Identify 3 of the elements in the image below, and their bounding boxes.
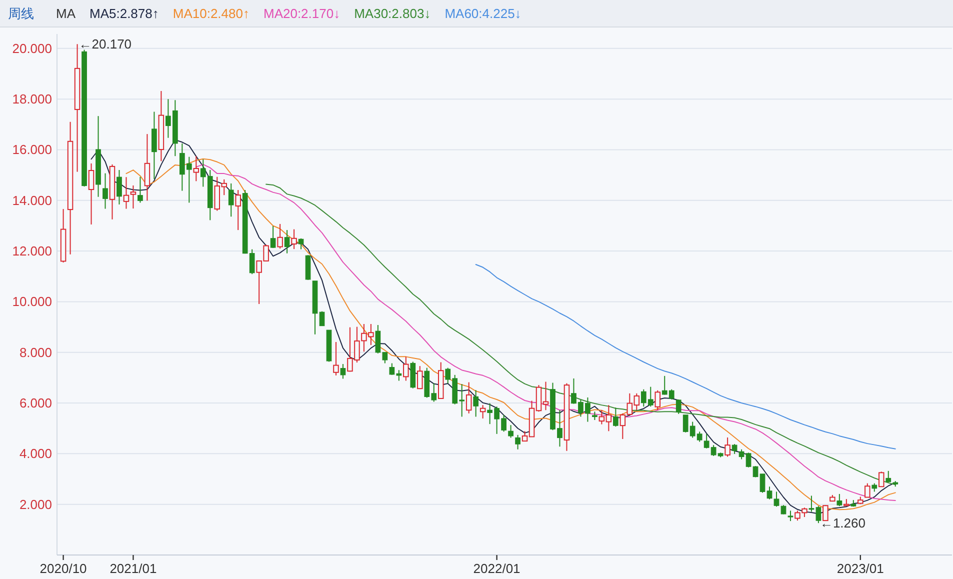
annotation: ←1.260 [820, 516, 866, 531]
title: 周线 [8, 6, 34, 21]
annotation: ←20.170 [78, 36, 132, 52]
